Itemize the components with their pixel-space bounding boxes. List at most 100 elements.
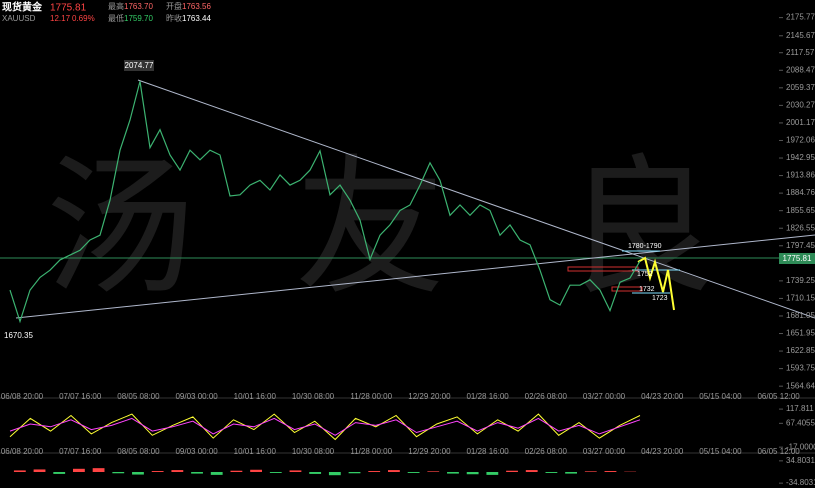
bar (289, 470, 302, 472)
trend-line (137, 79, 815, 319)
bar (132, 472, 144, 475)
title: 现货黄金 (2, 1, 43, 14)
y-tick-label: 1710.15 (786, 294, 815, 303)
bar (545, 472, 558, 473)
annotation: 1780-1790 (628, 243, 662, 250)
y-tick-label: 1913.86 (786, 171, 815, 180)
bar (309, 472, 322, 474)
x-tick-label: 07/07 16:00 (59, 447, 102, 456)
x-tick-label: 06/08 20:00 (1, 392, 44, 401)
bar (368, 471, 381, 472)
y-tick-label: 1564.64 (786, 381, 815, 390)
value: 1759.70 (124, 14, 153, 23)
y-tick-label: 117.811 (786, 404, 814, 413)
x-tick-label: 06/08 20:00 (1, 447, 44, 456)
x-tick-label: 05/15 04:00 (699, 392, 742, 401)
y-tick-label: 1739.25 (786, 276, 815, 285)
data-line (9, 417, 641, 436)
y-tick-label: 1826.55 (786, 223, 815, 232)
y-tick-label: 2059.37 (786, 83, 815, 92)
x-tick-label: 09/03 00:00 (175, 447, 218, 456)
bar (565, 472, 577, 474)
x-tick-label: 10/01 16:00 (234, 447, 277, 456)
x-tick-label: 09/03 00:00 (175, 392, 218, 401)
value: 1763.70 (124, 2, 153, 11)
bar (171, 470, 184, 472)
data-line (9, 81, 641, 324)
bar (33, 469, 46, 472)
watermark: 汤 友 良 (45, 144, 715, 312)
x-tick-label: 03/27 00:00 (583, 447, 626, 456)
bar (447, 472, 459, 474)
y-tick-label: 1972.06 (786, 136, 815, 145)
y-tick-label: 2175.77 (786, 13, 815, 22)
bar (112, 472, 125, 474)
watermark-char: 汤 (45, 144, 195, 312)
annotation-box (124, 60, 154, 71)
data-line (9, 413, 641, 441)
x-tick-label: 08/05 08:00 (117, 447, 160, 456)
y-tick-label: 1622.85 (786, 346, 815, 355)
bar (427, 471, 440, 472)
x-tick-label: 12/29 20:00 (408, 392, 451, 401)
bar (151, 471, 164, 472)
annotation: 1723 (652, 295, 668, 302)
header: 现货黄金 1775.81 最高 1763.70 开盘 1763.56 XAUUS… (2, 1, 211, 23)
x-tick-label: 02/26 08:00 (525, 392, 568, 401)
x-tick-label: 10/30 08:00 (292, 447, 335, 456)
annotation: 1732 (639, 286, 655, 293)
bar (466, 472, 479, 475)
zone-box (611, 286, 643, 292)
y-tick-label: 1681.05 (786, 311, 815, 320)
y-tick-label: 1651.95 (786, 329, 815, 338)
current-price-box (779, 253, 815, 264)
bar (13, 470, 26, 472)
x-tick-label: 04/23 20:00 (641, 447, 684, 456)
watermark-char: 友 (295, 144, 445, 312)
x-tick-label: 11/28 00:00 (350, 447, 392, 456)
x-tick-label: 10/01 16:00 (234, 392, 277, 401)
annotation: 1670.35 (4, 331, 33, 340)
bar (604, 471, 617, 472)
bar (53, 472, 66, 474)
label: 开盘 (166, 1, 182, 11)
bar (92, 468, 105, 472)
x-tick-label: 01/28 16:00 (466, 447, 509, 456)
y-tick-label: 1942.95 (786, 153, 815, 162)
bar (250, 469, 262, 472)
symbol: XAUUSD (2, 14, 36, 23)
value: 1763.44 (182, 14, 211, 23)
annotation: 2074.77 (125, 61, 154, 70)
bar (506, 470, 518, 472)
y-tick-label: 1884.76 (786, 188, 815, 197)
x-tick-label: 06/05 12:00 (757, 392, 800, 401)
price: 1775.81 (50, 3, 87, 14)
x-tick-label: 04/23 20:00 (641, 392, 684, 401)
label: 最高 (108, 1, 124, 11)
annotation: 1752 (637, 271, 653, 278)
y-tick-label: 34.80312 (786, 456, 815, 465)
bar (486, 472, 499, 475)
y-tick-label: 67.4055 (786, 418, 815, 427)
y-tick-label: 1593.75 (786, 364, 815, 373)
bar (210, 472, 223, 475)
y-tick-label: 2030.27 (786, 100, 815, 109)
y-tick-label: 1797.45 (786, 241, 815, 250)
x-tick-label: 03/27 00:00 (583, 392, 626, 401)
bar (230, 470, 243, 472)
bar (328, 472, 341, 476)
label: 昨收 (166, 13, 182, 23)
bar (407, 472, 420, 473)
bar (584, 471, 597, 472)
y-tick-label: -17.0000 (786, 442, 815, 451)
x-tick-label: 11/28 00:00 (350, 392, 392, 401)
bar (269, 472, 282, 473)
x-tick-label: 10/30 08:00 (292, 392, 335, 401)
label: 最低 (108, 13, 124, 23)
y-tick-label: 1855.65 (786, 206, 815, 215)
y-tick-label: -34.80312 (786, 478, 815, 487)
y-tick-label: 2145.67 (786, 31, 815, 40)
x-tick-label: 05/15 04:00 (699, 447, 742, 456)
trend-line (15, 234, 815, 319)
